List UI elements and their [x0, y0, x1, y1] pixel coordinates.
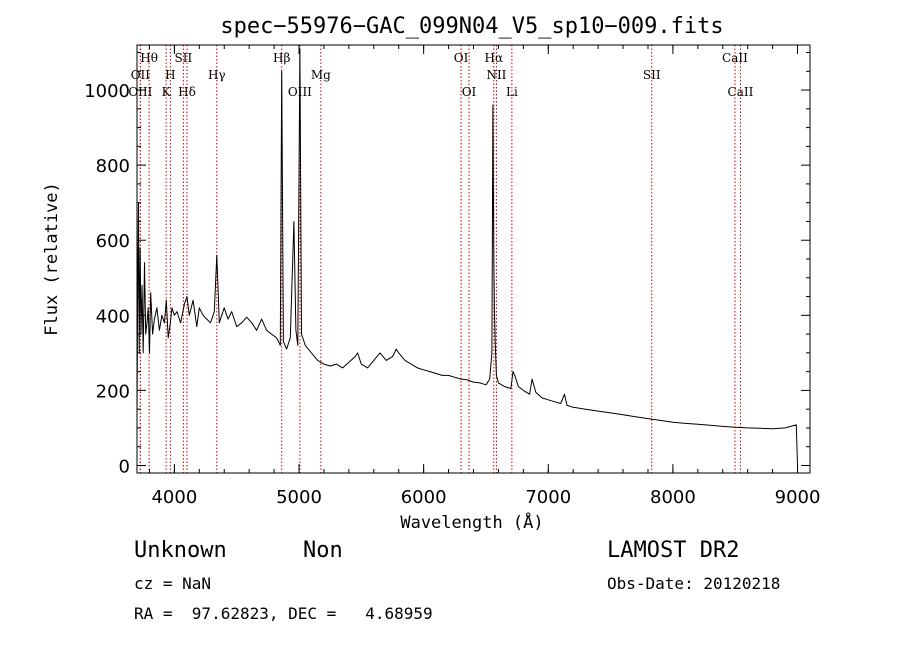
- x-tick-label-4: 8000: [650, 487, 696, 508]
- y-axis-ticks: 0 200 400 600 800 1000: [84, 52, 810, 477]
- y-axis-label: Flux (relative): [42, 182, 62, 336]
- line-label-14: NII: [486, 68, 506, 82]
- spectrum-line: [136, 48, 798, 466]
- plot-frame: [136, 44, 811, 474]
- line-label-11: OI: [454, 51, 469, 65]
- line-label-8: Hβ: [273, 51, 290, 65]
- x-tick-label-0: 4000: [151, 487, 197, 508]
- y-tick-label-4: 800: [96, 156, 130, 177]
- y-tick-label-5: 1000: [84, 81, 130, 102]
- line-label-17: CaII: [722, 51, 748, 65]
- line-label-18: CaII: [728, 85, 754, 99]
- x-tick-label-3: 7000: [525, 487, 571, 508]
- line-label-16: SII: [643, 68, 661, 82]
- line-label-4: K: [162, 85, 172, 99]
- survey-name: LAMOST DR2: [607, 538, 740, 563]
- x-tick-label-1: 5000: [276, 487, 322, 508]
- line-label-3: H: [165, 68, 175, 82]
- line-label-1: OII: [131, 68, 151, 82]
- y-tick-label-1: 200: [96, 381, 130, 402]
- line-label-2: OIII: [128, 85, 152, 99]
- x-tick-label-2: 6000: [401, 487, 447, 508]
- line-label-15: Li: [506, 85, 518, 99]
- redshift-value: cz = NaN: [134, 574, 212, 593]
- object-subclass: Non: [303, 538, 343, 563]
- y-tick-label-0: 0: [119, 456, 130, 477]
- line-label-13: Hα: [485, 51, 504, 65]
- spectral-line-labels: HθOIIOIIIHKSIIHδHγHβOIIIMgOIOIHαNIILiSII…: [128, 51, 753, 99]
- y-tick-label-3: 600: [96, 231, 130, 252]
- line-label-10: Mg: [311, 68, 331, 82]
- x-tick-label-5: 9000: [775, 487, 821, 508]
- coordinates: RA = 97.62823, DEC = 4.68959: [134, 604, 433, 623]
- x-axis-ticks: 4000 5000 6000 7000 8000 9000: [148, 45, 821, 508]
- object-class: Unknown: [134, 538, 227, 563]
- line-label-7: Hγ: [208, 68, 226, 82]
- spectral-line-markers: [139, 45, 741, 473]
- x-axis-label: Wavelength (Å): [400, 511, 543, 533]
- y-tick-label-2: 400: [96, 306, 130, 327]
- line-label-6: Hδ: [178, 85, 196, 99]
- line-label-0: Hθ: [140, 51, 158, 65]
- line-label-12: OI: [462, 85, 477, 99]
- observation-date: Obs-Date: 20120218: [607, 574, 781, 593]
- chart-title: spec−55976−GAC_099N04_V5_sp10−009.fits: [220, 14, 723, 39]
- line-label-5: SII: [175, 51, 193, 65]
